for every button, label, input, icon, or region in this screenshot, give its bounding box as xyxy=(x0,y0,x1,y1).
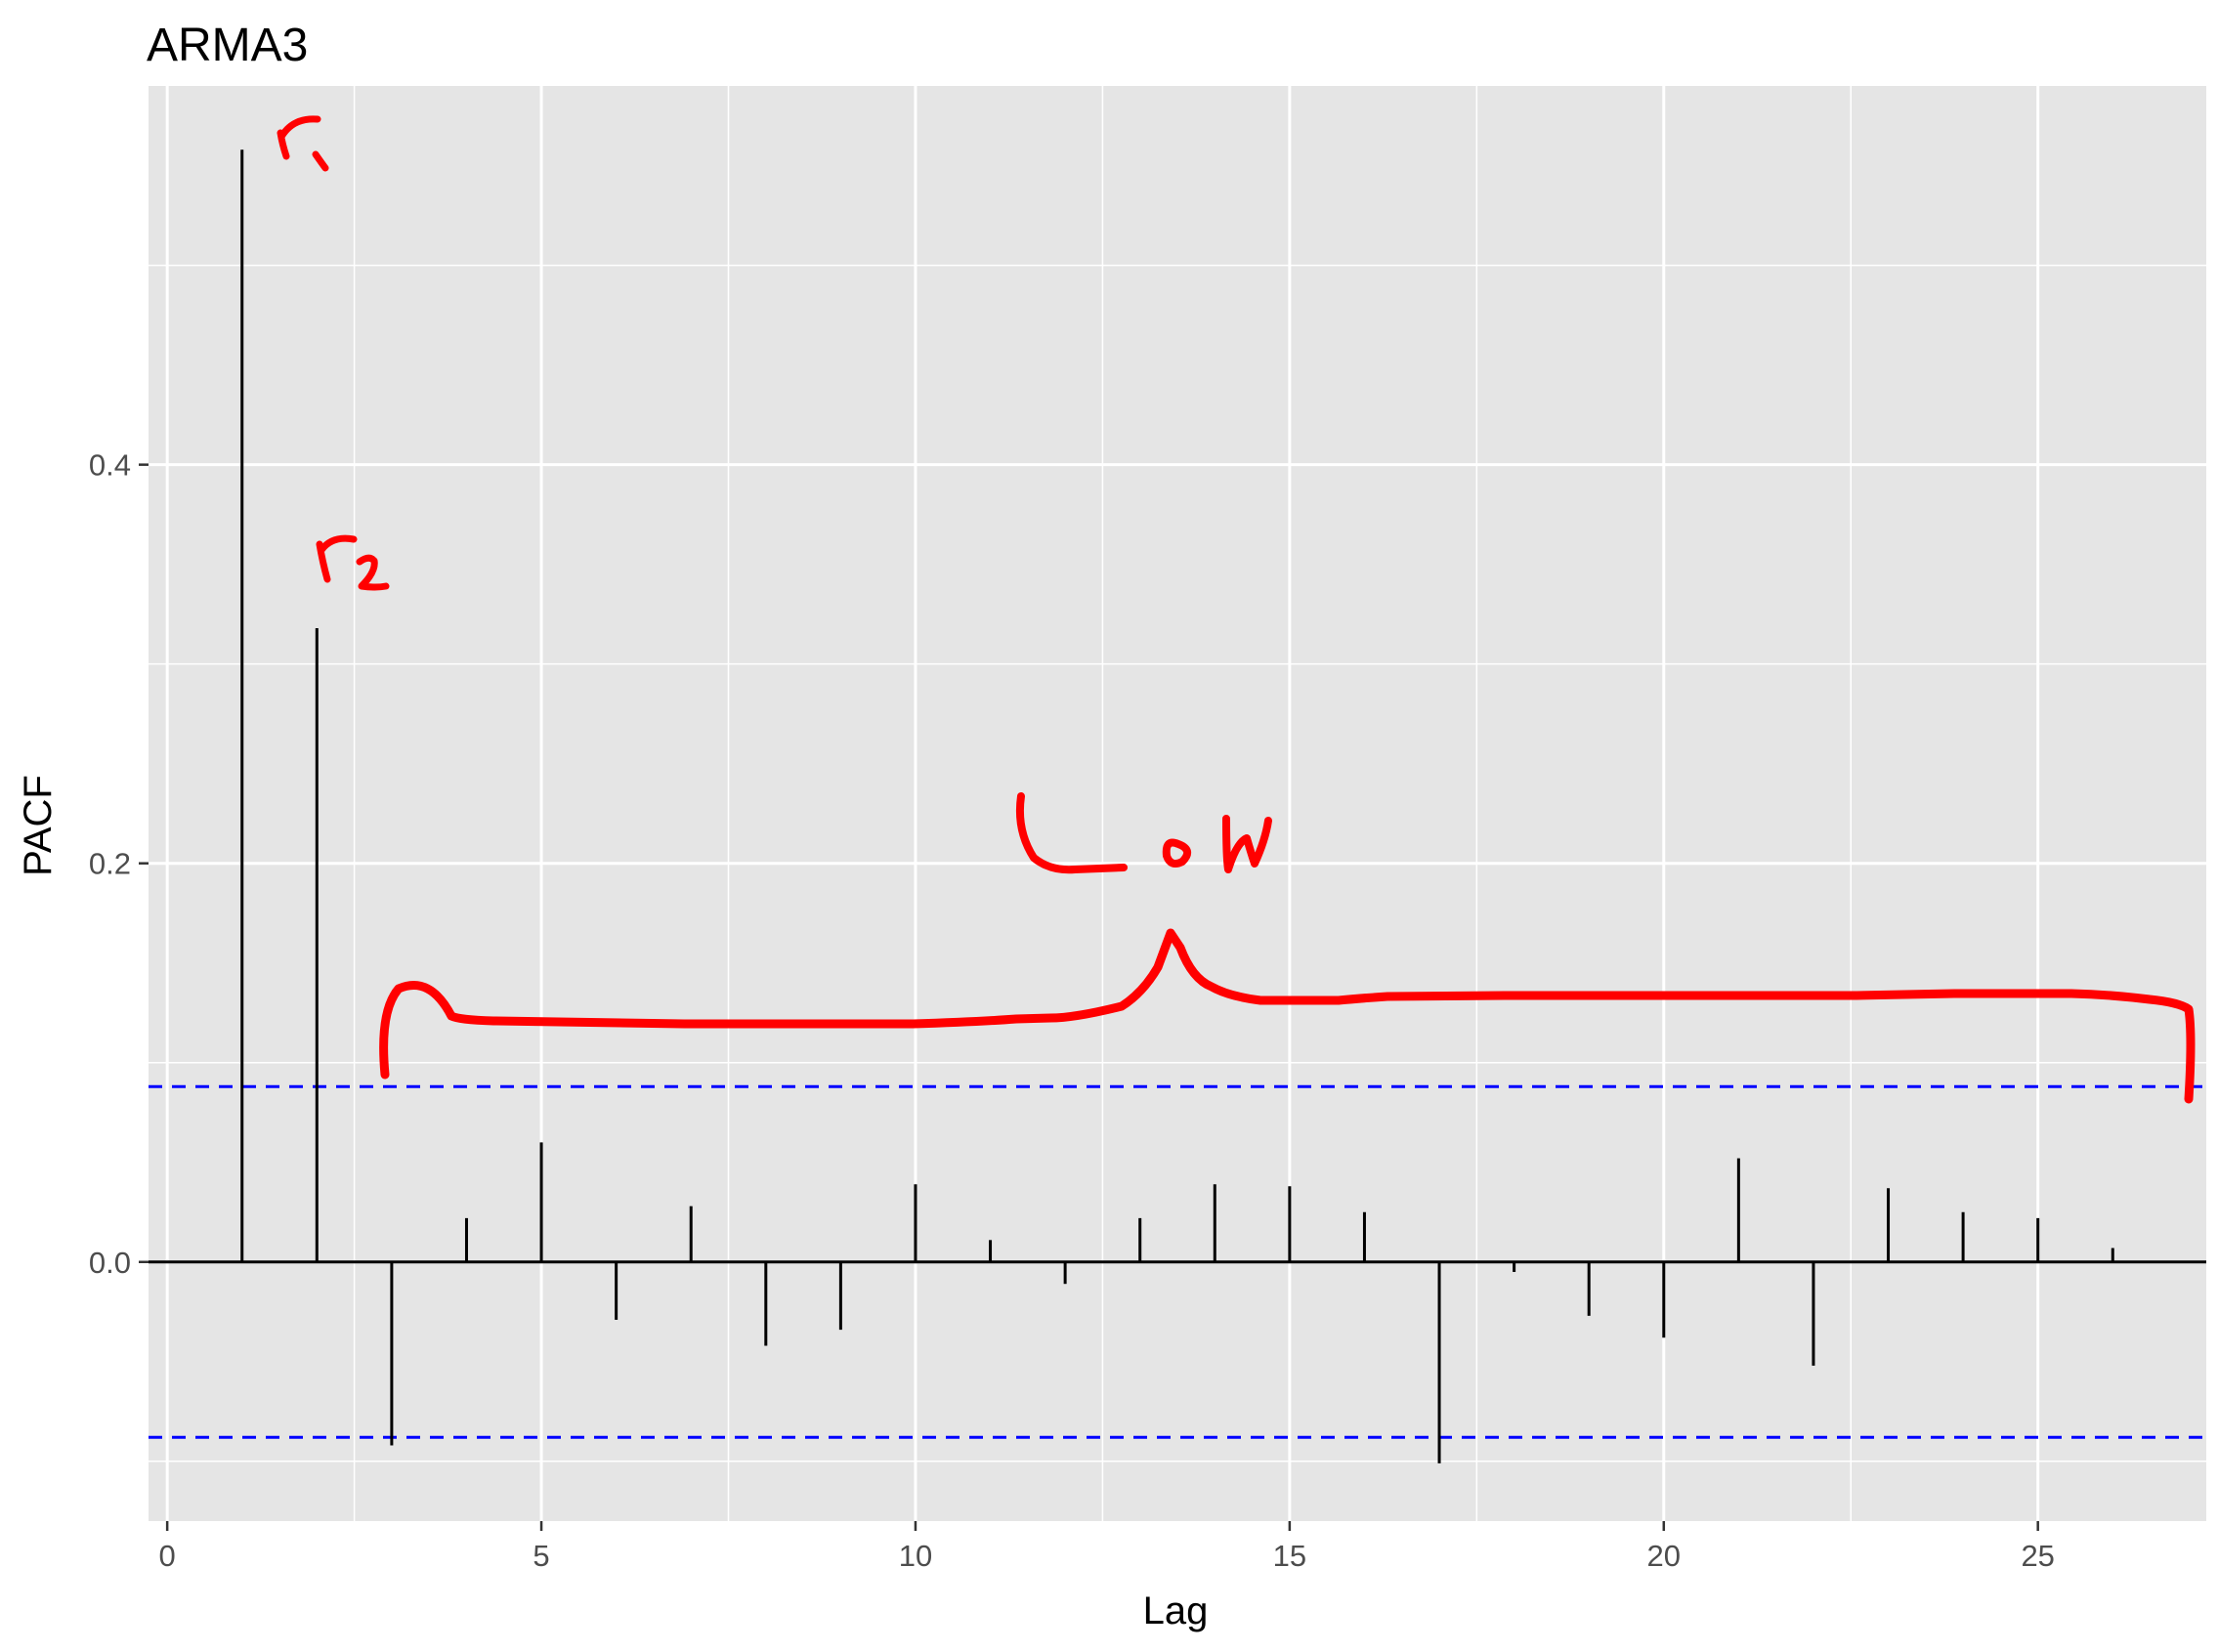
y-tick-label: 0.0 xyxy=(89,1246,131,1280)
annotation-brace xyxy=(379,928,2196,1104)
y-tick-label: 0.2 xyxy=(89,847,131,881)
x-tick-label: 5 xyxy=(533,1539,549,1573)
annotation-low-word xyxy=(1015,792,1272,874)
x-tick-label: 25 xyxy=(2021,1539,2054,1573)
y-axis-title: PACF xyxy=(17,775,60,876)
plot-panel xyxy=(149,86,2206,1521)
confidence-limits xyxy=(149,1084,2206,1439)
x-tick-label: 20 xyxy=(1647,1539,1681,1573)
pacf-spikes xyxy=(149,149,2206,1463)
annotation-r1 xyxy=(277,115,329,172)
axes xyxy=(139,463,2039,1531)
handwritten-annotations xyxy=(277,115,2196,1104)
chart-title: ARMA3 xyxy=(147,20,308,71)
tick-labels: 0 5 10 15 20 25 0.0 0.2 0.4 xyxy=(89,448,2055,1573)
x-tick-label: 10 xyxy=(899,1539,932,1573)
x-tick-label: 0 xyxy=(159,1539,176,1573)
x-axis-title: Lag xyxy=(1143,1589,1209,1632)
x-tick-label: 15 xyxy=(1273,1539,1306,1573)
annotation-r2 xyxy=(316,534,390,591)
y-tick-label: 0.4 xyxy=(89,448,131,483)
